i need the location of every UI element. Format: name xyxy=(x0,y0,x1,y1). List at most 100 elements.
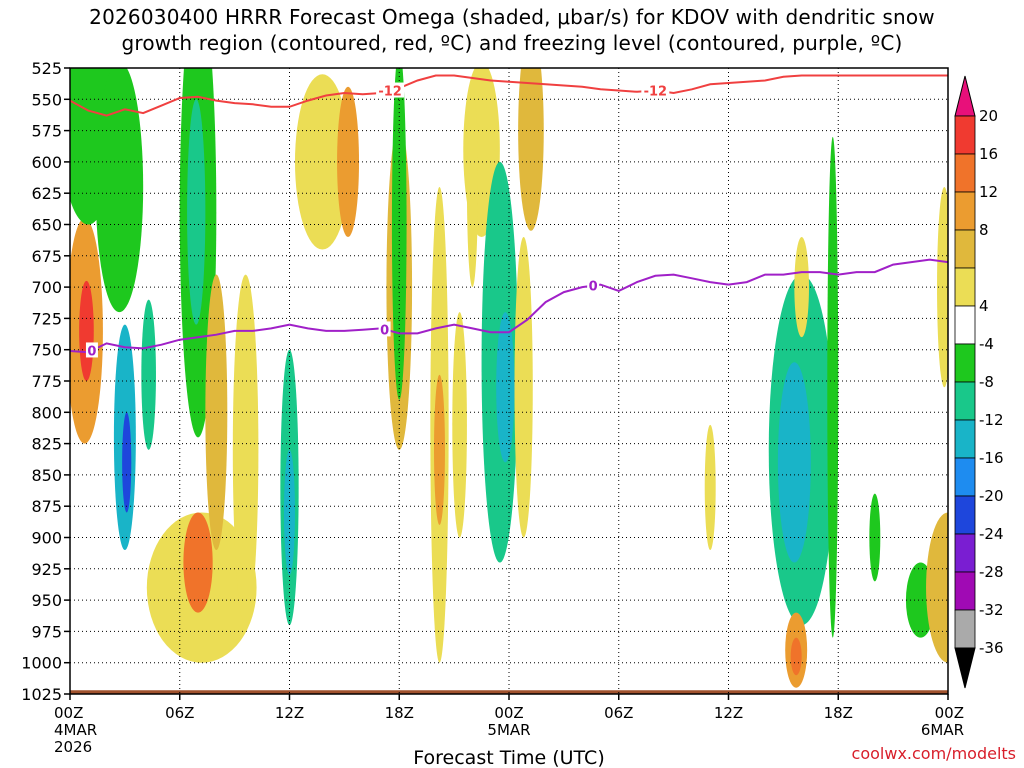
y-tick-label-650: 650 xyxy=(31,216,62,235)
x-tick-label-18: 18Z xyxy=(385,704,414,722)
x-tick-label-30: 06Z xyxy=(604,704,633,722)
omega-region-8 xyxy=(187,99,206,325)
omega-region-37 xyxy=(704,424,716,551)
colorbar-bin-8 xyxy=(954,419,976,459)
colorbar-bin-9 xyxy=(954,457,976,497)
colorbar-label-6: -8 xyxy=(979,373,994,391)
colorbar-bin-12 xyxy=(954,571,976,611)
omega-region-29 xyxy=(777,362,811,563)
x-tick-label-36: 12Z xyxy=(714,704,743,722)
y-tick-label-775: 775 xyxy=(31,372,62,391)
colorbar-bin-3 xyxy=(954,229,976,269)
colorbar-label-13: -36 xyxy=(979,639,1004,657)
x-tick-label-48: 00Z xyxy=(935,704,964,722)
freezing-level-contour-label-bg-0 xyxy=(85,342,98,358)
dgz-contour-label-bg-0 xyxy=(376,82,405,98)
y-tick-label-950: 950 xyxy=(31,591,62,610)
y-tick-label-675: 675 xyxy=(31,247,62,266)
colorbar-bin-2 xyxy=(954,191,976,231)
y-tick-label-625: 625 xyxy=(31,184,62,203)
colorbar-bin-13 xyxy=(954,609,976,649)
x-tick-date-24: 5MAR xyxy=(487,721,530,739)
omega-region-25 xyxy=(514,237,533,538)
y-tick-label-875: 875 xyxy=(31,497,62,516)
freezing-level-contour-line xyxy=(70,258,948,354)
colorbar-bin-0 xyxy=(954,115,976,155)
chart-title-line1: 2026030400 HRRR Forecast Omega (shaded, … xyxy=(89,5,935,29)
freezing-level-contour-label-2: 0 xyxy=(589,280,598,295)
colorbar-bin-10 xyxy=(954,495,976,535)
omega-region-24 xyxy=(496,312,515,463)
x-tick-label-0: 00Z xyxy=(54,704,83,722)
omega-region-1 xyxy=(79,280,94,382)
colorbar-bin-5 xyxy=(954,305,976,345)
colorbar-top-triangle xyxy=(954,75,976,117)
omega-shading xyxy=(70,68,948,694)
omega-region-20 xyxy=(434,374,445,525)
omega-region-31 xyxy=(827,136,839,638)
colorbar-label-2: 12 xyxy=(979,183,998,201)
colorbar-label-3: 8 xyxy=(979,221,989,239)
colorbar-label-7: -12 xyxy=(979,411,1004,429)
omega-region-33 xyxy=(790,637,802,676)
omega-region-36 xyxy=(937,186,948,388)
x-tick-year-0: 2026 xyxy=(54,738,92,756)
colorbar-bin-7 xyxy=(954,381,976,421)
credit-url: coolwx.com/modelts xyxy=(851,744,1016,763)
y-tick-label-575: 575 xyxy=(31,122,62,141)
x-tick-label-12: 12Z xyxy=(275,704,304,722)
dgz-contour-label-0: -12 xyxy=(378,85,402,100)
colorbar-bin-6 xyxy=(954,343,976,383)
colorbar-bottom-triangle xyxy=(954,647,976,689)
freezing-level-contour-label-bg-2 xyxy=(587,277,600,293)
omega-region-35 xyxy=(926,512,948,663)
y-tick-label-975: 975 xyxy=(31,622,62,641)
freezing-level-contour-label-bg-1 xyxy=(378,321,391,337)
omega-region-6 xyxy=(141,299,156,450)
colorbar-label-1: 16 xyxy=(979,145,998,163)
colorbar-label-4: 4 xyxy=(979,297,989,315)
y-tick-label-925: 925 xyxy=(31,560,62,579)
omega-region-18 xyxy=(391,68,407,400)
colorbar-bin-4 xyxy=(954,267,976,307)
x-tick-date-0: 4MAR xyxy=(54,721,97,739)
omega-region-30 xyxy=(794,237,809,338)
y-tick-label-600: 600 xyxy=(31,153,62,172)
x-tick-label-42: 18Z xyxy=(824,704,853,722)
x-tick-date-48: 6MAR xyxy=(921,721,964,739)
y-tick-label-1025: 1025 xyxy=(21,685,62,704)
colorbar-label-0: 20 xyxy=(979,107,998,125)
omega-region-12 xyxy=(232,274,259,626)
omega-region-3 xyxy=(95,68,144,313)
omega-region-27 xyxy=(466,86,478,288)
y-tick-label-850: 850 xyxy=(31,466,62,485)
omega-region-26 xyxy=(518,68,544,231)
dgz-contour-line xyxy=(70,74,948,117)
dgz-contour-label-1: -12 xyxy=(644,85,668,100)
omega-region-5 xyxy=(122,412,132,513)
colorbar-bin-11 xyxy=(954,533,976,573)
omega-region-11 xyxy=(205,274,228,551)
dgz-contour-label-bg-1 xyxy=(641,82,670,98)
x-tick-label-6: 06Z xyxy=(165,704,194,722)
colorbar-label-9: -20 xyxy=(979,487,1004,505)
x-axis-label: Forecast Time (UTC) xyxy=(413,747,604,768)
y-tick-label-750: 750 xyxy=(31,341,62,360)
y-tick-label-700: 700 xyxy=(31,278,62,297)
freezing-level-contour-label-1: 0 xyxy=(380,323,389,338)
y-tick-label-900: 900 xyxy=(31,529,62,548)
chart-title-line2: growth region (contoured, red, ºC) and f… xyxy=(121,31,903,55)
y-tick-label-825: 825 xyxy=(31,435,62,454)
omega-region-16 xyxy=(337,86,360,238)
y-tick-label-800: 800 xyxy=(31,403,62,422)
colorbar-label-5: -4 xyxy=(979,335,994,353)
colorbar-label-12: -32 xyxy=(979,601,1004,619)
colorbar-label-11: -28 xyxy=(979,563,1004,581)
y-tick-label-725: 725 xyxy=(31,309,62,328)
freezing-level-contour-label-0: 0 xyxy=(87,344,96,359)
colorbar-label-10: -24 xyxy=(979,525,1004,543)
y-tick-label-550: 550 xyxy=(31,90,62,109)
omega-region-22 xyxy=(452,312,467,538)
y-tick-label-525: 525 xyxy=(31,59,62,78)
